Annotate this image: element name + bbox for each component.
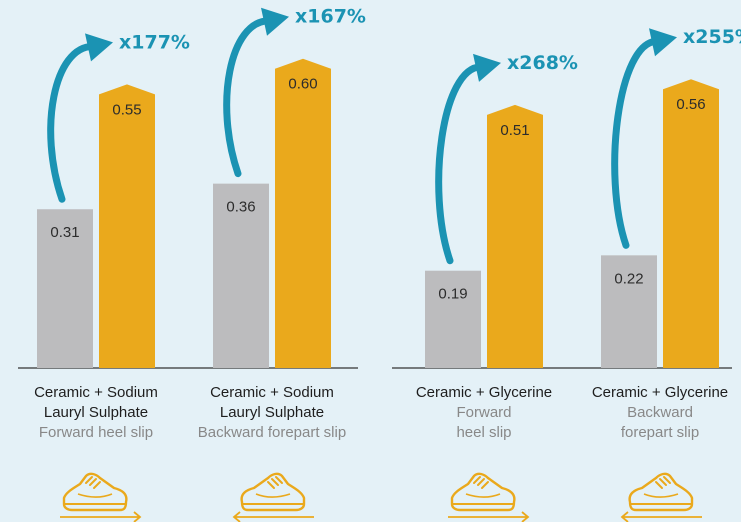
slip-type-label-4-1: Backward <box>627 404 693 421</box>
increase-arrow-head-1 <box>85 33 113 62</box>
bar-value-label-2-2: 0.60 <box>288 76 317 93</box>
category-label-1-2: Lauryl Sulphate <box>44 404 148 421</box>
multiplier-label-4: x255% <box>683 26 741 48</box>
category-labels: Ceramic + Sodium Lauryl Sulphate Forward h… <box>34 384 728 441</box>
increase-arrow-head-2 <box>261 7 289 36</box>
increase-arrows: x177% x167% x268% x255% <box>47 6 741 265</box>
shoe-forward-icon <box>60 472 142 522</box>
increase-arrow-head-3 <box>473 53 501 82</box>
bar-after-3 <box>487 104 543 369</box>
slip-type-label-4-2: forepart slip <box>621 424 699 441</box>
slip-type-label-2-1: Backward forepart slip <box>198 424 346 441</box>
category-label-2-2: Lauryl Sulphate <box>220 404 324 421</box>
increase-arrow-shaft-4 <box>611 37 661 249</box>
multiplier-label-2: x167% <box>295 6 366 28</box>
category-label-1-1: Ceramic + Sodium <box>34 384 158 401</box>
bar-after-1 <box>99 84 155 368</box>
shoe-forward-icon <box>448 472 530 522</box>
bar-before-3 <box>425 270 481 368</box>
bar-value-label-4-1: 0.22 <box>614 270 643 287</box>
bar-value-label-3-1: 0.19 <box>438 286 467 303</box>
category-label-4-1: Ceramic + Glycerine <box>592 384 728 401</box>
bar-value-label-1-2: 0.55 <box>112 101 141 118</box>
bar-value-label-1-1: 0.31 <box>50 224 79 241</box>
category-label-2-1: Ceramic + Sodium <box>210 384 334 401</box>
bar-value-label-3-2: 0.51 <box>500 122 529 139</box>
bar-after-2 <box>275 58 331 369</box>
shoe-backward-icon <box>620 472 702 522</box>
bar-value-label-4-2: 0.56 <box>676 96 705 113</box>
bar-value-label-2-1: 0.36 <box>226 199 255 216</box>
increase-arrow-shaft-3 <box>435 63 485 265</box>
multiplier-label-1: x177% <box>119 31 190 53</box>
bars: 0.31 0.55 0.36 0.60 0.19 0.51 0.22 0.56 <box>37 58 719 369</box>
slip-type-label-1-1: Forward heel slip <box>39 424 153 441</box>
category-label-3-1: Ceramic + Glycerine <box>416 384 552 401</box>
increase-arrow-head-4 <box>649 28 677 57</box>
multiplier-label-3: x268% <box>507 52 578 74</box>
bar-before-2 <box>213 183 269 368</box>
shoe-icons <box>60 472 702 522</box>
bar-before-4 <box>601 255 657 368</box>
slip-type-label-3-1: Forward <box>456 404 511 421</box>
slip-type-label-3-2: heel slip <box>456 424 511 441</box>
increase-arrow-shaft-2 <box>223 17 273 178</box>
increase-arrow-shaft-1 <box>47 42 97 203</box>
shoe-backward-icon <box>232 472 314 522</box>
bar-after-4 <box>663 79 719 368</box>
bar-before-1 <box>37 209 93 368</box>
